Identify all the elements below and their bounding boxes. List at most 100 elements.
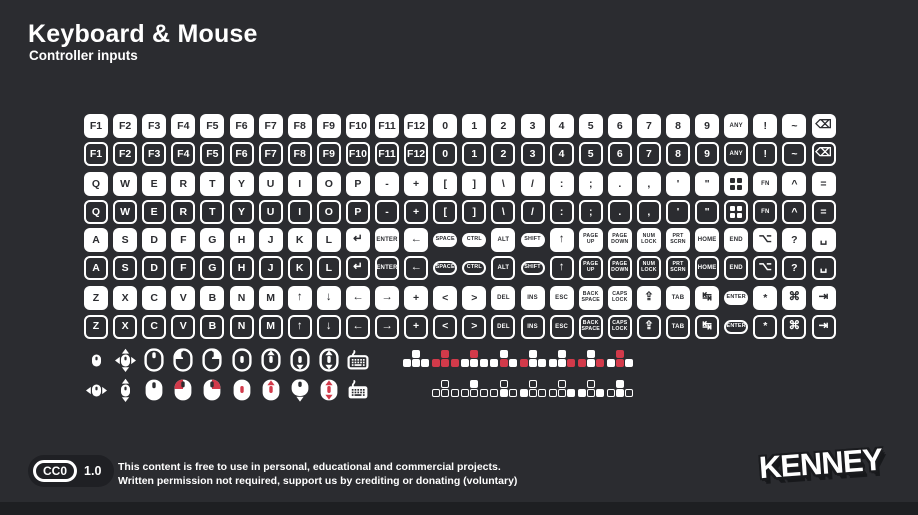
key-label: ⌥: [758, 261, 772, 274]
key-label: 1: [471, 119, 478, 132]
key-label: SPACE: [433, 261, 458, 275]
keycap: ←: [404, 228, 429, 252]
keycap: E: [142, 200, 167, 224]
keycap: ⌥: [753, 256, 778, 280]
key-label: ⇪: [644, 291, 654, 304]
keycap: ": [695, 200, 720, 224]
page-subtitle: Controller inputs: [29, 48, 138, 63]
keycap: ': [666, 200, 690, 224]
keycap: I: [287, 200, 312, 224]
insert-key: INS: [520, 314, 545, 339]
keycap: BACK SPACE: [578, 314, 603, 339]
key-label: :: [559, 177, 564, 190]
key-label: ↓: [325, 319, 332, 332]
keycap: TAB: [666, 314, 690, 339]
cluster-key: [470, 379, 479, 388]
keys-cluster-vertical: [606, 350, 634, 368]
keys-cluster-idle: [432, 379, 459, 398]
key-label: !: [763, 119, 768, 132]
key-f6: F6: [229, 114, 254, 138]
key-label: 1: [471, 147, 478, 160]
arrow-down-key: ↓: [316, 314, 341, 339]
windows-key: [724, 200, 749, 224]
keycap: Q: [84, 172, 108, 196]
key-label: 7: [645, 147, 652, 160]
key-label: O: [324, 205, 333, 218]
ctrl-key: CTRL: [462, 256, 487, 280]
cluster-key: [557, 388, 566, 397]
key-label: F8: [293, 119, 306, 132]
key-f11: F11: [375, 114, 399, 138]
key-label: T: [209, 205, 216, 218]
keycap: F: [171, 228, 196, 252]
keycap: ↹: [695, 286, 720, 310]
keycap: F6: [229, 142, 254, 166]
keycap: +: [404, 314, 429, 339]
keycap: NUM LOCK: [636, 256, 661, 280]
key-label: ;: [588, 205, 593, 218]
key-d: D: [142, 256, 167, 280]
escape-key: ESC: [549, 314, 574, 339]
key-u: U: [258, 200, 283, 224]
keys-cluster-horizontal: [577, 350, 605, 368]
license-line-1: This content is free to use in personal,…: [118, 461, 501, 473]
key-f7: F7: [258, 142, 283, 166]
any-key: ANY: [724, 114, 749, 138]
key-apostrophe: ': [666, 172, 690, 196]
key-label: TAB: [671, 323, 685, 330]
key-comma: ,: [636, 200, 661, 224]
key-b: B: [200, 286, 225, 310]
keycap: ESC: [549, 286, 574, 310]
page-down-key: PAGE DOWN: [607, 228, 632, 252]
keycap: F1: [84, 142, 108, 166]
key-7: 7: [636, 142, 661, 166]
keycap: 5: [578, 114, 603, 138]
keycap: \: [491, 200, 516, 224]
keycap: ^: [782, 200, 807, 224]
key-label: C: [150, 291, 158, 304]
keycap: H: [229, 256, 254, 280]
cluster-key: [528, 359, 537, 368]
key-label: INS: [527, 323, 538, 330]
key-f: F: [171, 228, 196, 252]
key-label: END: [729, 265, 743, 271]
num-lock-key: NUM LOCK: [636, 256, 661, 280]
home-key: HOME: [695, 256, 720, 280]
cluster-key: [499, 350, 508, 358]
cluster-key: [596, 359, 605, 368]
tab-key: TAB: [666, 314, 690, 339]
keycap: J: [258, 228, 283, 252]
keycap: DEL: [491, 314, 516, 339]
key-v: V: [171, 314, 196, 339]
key-bracket-close: ]: [462, 172, 487, 196]
keycap: E: [142, 172, 167, 196]
alt-key: ALT: [491, 256, 516, 280]
cluster-key: [528, 388, 537, 397]
key-label: !: [763, 147, 768, 160]
key-label: S: [121, 233, 129, 246]
shift-key: SHIFT: [520, 256, 545, 280]
key-label: F12: [407, 119, 426, 132]
key-label: F1: [89, 119, 103, 132]
key-label: ~: [791, 147, 798, 160]
key-label: F6: [235, 147, 248, 160]
key-q: Q: [84, 172, 108, 196]
key-9: 9: [695, 142, 720, 166]
key-label: 4: [558, 147, 565, 160]
keycap: 4: [549, 142, 574, 166]
keycap: F3: [142, 114, 167, 138]
keycap: +: [404, 172, 429, 196]
keycap: R: [171, 172, 196, 196]
cluster-key: [566, 388, 575, 397]
key-label: *: [763, 291, 768, 304]
print-screen-key: PRT SCRN: [666, 256, 690, 280]
key-label: ⇥: [818, 291, 829, 304]
keycap: 7: [636, 114, 661, 138]
mouse-wheel-icon: [230, 348, 254, 372]
key-label: <: [442, 291, 449, 304]
key-g: G: [200, 228, 225, 252]
key-quote: ": [695, 172, 720, 196]
key-less-than: <: [433, 286, 458, 310]
key-label: →: [381, 319, 393, 332]
key-label: /: [531, 177, 534, 190]
